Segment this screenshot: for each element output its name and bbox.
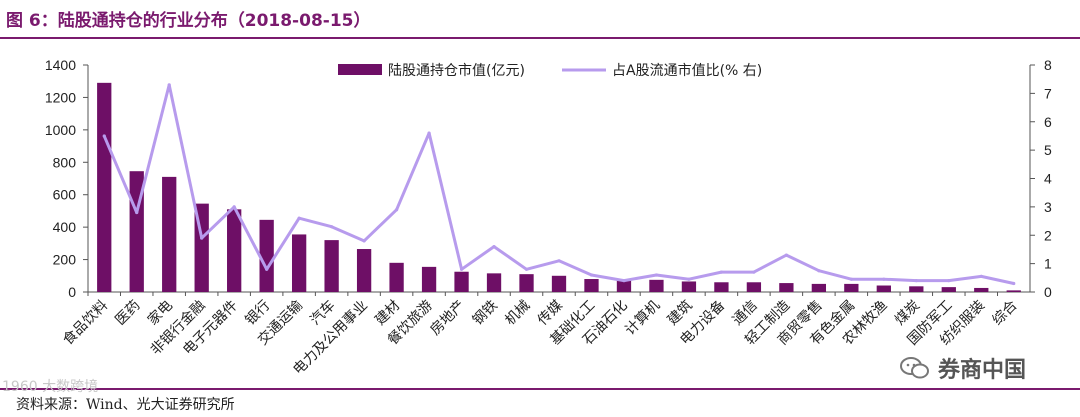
- y-left-tick-label: 800: [53, 154, 77, 170]
- bar: [454, 271, 469, 292]
- bar: [811, 283, 827, 292]
- line-point: [200, 236, 204, 240]
- y-right-tick-label: 5: [1044, 142, 1052, 158]
- line-point: [524, 267, 529, 271]
- bar: [649, 279, 664, 292]
- line-point: [459, 267, 464, 271]
- bar: [227, 209, 242, 292]
- line-point: [687, 277, 691, 281]
- legend-line-label: 占A股流通市值比(% 右): [612, 62, 762, 79]
- x-tick-label: 计算机: [622, 298, 663, 339]
- line-point: [427, 131, 431, 135]
- line-point: [1012, 281, 1016, 286]
- y-left-tick-label: 1200: [45, 89, 76, 105]
- line-point: [362, 239, 366, 243]
- bar: [389, 262, 404, 292]
- x-tick-label: 综合: [989, 298, 1020, 329]
- x-tick-label: 房地产: [427, 298, 468, 339]
- line-point: [817, 269, 821, 273]
- bar: [162, 176, 177, 292]
- line-point: [167, 83, 171, 87]
- y-left-tick-label: 1400: [45, 57, 76, 73]
- line-point: [719, 270, 724, 274]
- line-point: [102, 134, 106, 138]
- line-point: [232, 205, 236, 209]
- x-tick-label: 食品饮料: [59, 297, 111, 349]
- line-point: [784, 253, 788, 257]
- y-right-tick-label: 3: [1044, 199, 1052, 215]
- y-right-tick-label: 0: [1044, 284, 1052, 300]
- line-point: [557, 259, 561, 263]
- bar: [584, 279, 599, 292]
- line-point: [492, 245, 496, 249]
- line-point: [882, 277, 886, 281]
- line-point: [135, 210, 139, 215]
- x-tick-label: 钢铁: [470, 298, 501, 329]
- bar: [356, 249, 372, 292]
- line-point: [394, 208, 399, 212]
- watermark-brand: 券商中国: [938, 358, 1027, 383]
- y-right-tick-label: 2: [1044, 227, 1052, 243]
- y-left-tick-label: 600: [53, 187, 77, 203]
- bar: [324, 240, 339, 292]
- bar: [681, 281, 697, 292]
- bar: [714, 282, 729, 292]
- figure-title: 图 6：陆股通持仓的行业分布（2018-08-15）: [6, 11, 371, 31]
- line-point: [297, 216, 301, 220]
- bar: [746, 282, 762, 292]
- watermark-left: 1960 大数跨境: [2, 379, 99, 395]
- y-right-tick-label: 8: [1044, 57, 1052, 73]
- bar: [97, 82, 112, 292]
- line-point: [589, 273, 594, 277]
- bar: [291, 234, 307, 292]
- bar: [616, 279, 632, 292]
- bar: [486, 273, 502, 292]
- y-right-tick-label: 1: [1044, 256, 1052, 272]
- line-point: [330, 225, 334, 229]
- bar: [519, 274, 534, 292]
- source-rule: [0, 388, 1080, 390]
- y-right-tick-label: 6: [1044, 114, 1052, 130]
- y-left-tick-label: 400: [53, 219, 77, 235]
- line-point: [979, 274, 983, 278]
- y-left-tick-label: 0: [68, 284, 76, 300]
- bar: [909, 286, 924, 292]
- y-right-tick-label: 4: [1044, 171, 1052, 187]
- bar: [779, 283, 794, 292]
- bar: [844, 283, 859, 292]
- x-tick-label: 医药: [112, 298, 143, 329]
- bar: [941, 287, 956, 292]
- line-point: [654, 273, 659, 277]
- x-tick-label: 机械: [502, 298, 533, 329]
- title-rule: [0, 37, 1080, 39]
- y-left-tick-label: 200: [53, 252, 77, 268]
- bar: [1006, 290, 1021, 292]
- line-point: [265, 267, 269, 271]
- source-note: 资料来源：Wind、光大证券研究所: [16, 397, 235, 413]
- bar: [876, 285, 891, 292]
- y-left-tick-label: 1000: [45, 122, 76, 138]
- bar: [259, 219, 274, 292]
- wechat-icon: [900, 357, 929, 379]
- line-point: [914, 279, 918, 283]
- bar: [551, 275, 567, 292]
- bar: [421, 266, 437, 292]
- legend-bar-label: 陆股通持仓市值(亿元): [388, 62, 525, 79]
- watermark-right: 券商中国: [900, 352, 1026, 384]
- line-point: [752, 270, 756, 274]
- bar: [974, 287, 989, 292]
- y-right-tick-label: 7: [1044, 85, 1052, 101]
- line-point: [947, 279, 951, 283]
- legend-bar-swatch: [338, 64, 382, 75]
- line-point: [622, 279, 626, 283]
- line-point: [849, 277, 853, 281]
